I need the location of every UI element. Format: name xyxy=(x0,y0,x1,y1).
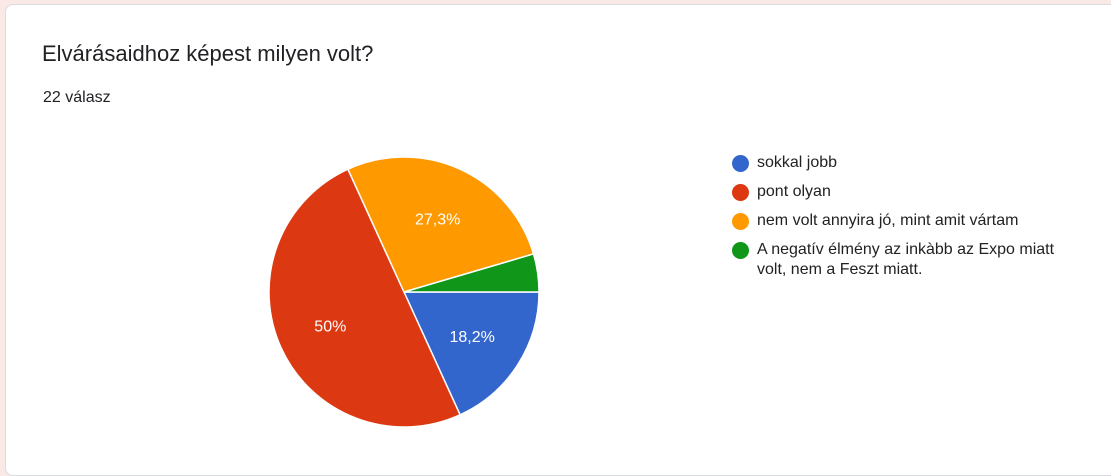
legend-color-dot-icon xyxy=(732,213,749,230)
legend: sokkal jobb pont olyan nem volt annyira jó… xyxy=(732,153,1077,289)
legend-color-dot-icon xyxy=(732,242,749,259)
pie-slice[interactable] xyxy=(402,291,540,416)
data-label: 27,3% xyxy=(415,211,460,228)
legend-label: pont olyan xyxy=(757,183,831,200)
data-label: 50% xyxy=(314,319,346,336)
pie-slice[interactable] xyxy=(268,168,462,428)
legend-item[interactable]: A negatív élmény az inkàbb az Expo miatt… xyxy=(732,240,1077,280)
question-card: Elvárásaidhoz képest milyen volt? 22 vál… xyxy=(5,4,1111,476)
pie-slice[interactable] xyxy=(346,156,535,293)
legend-label: A negatív élmény az inkàbb az Expo miatt… xyxy=(757,241,1055,278)
data-label: 18,2% xyxy=(449,329,494,346)
legend-color-dot-icon xyxy=(732,155,749,172)
pie-slice[interactable] xyxy=(403,253,540,293)
question-title: Elvárásaidhoz képest milyen volt? xyxy=(42,41,374,66)
response-count: 22 válasz xyxy=(43,89,111,106)
legend-color-dot-icon xyxy=(732,184,749,201)
legend-item[interactable]: nem volt annyira jó, mint amit vártam xyxy=(732,211,1077,231)
legend-item[interactable]: pont olyan xyxy=(732,182,1077,202)
legend-item[interactable]: sokkal jobb xyxy=(732,153,1077,173)
legend-label: sokkal jobb xyxy=(757,154,838,171)
pie-chart: 18,2% 50% 27,3% xyxy=(268,156,540,428)
legend-label: nem volt annyira jó, mint amit vártam xyxy=(757,212,1019,229)
